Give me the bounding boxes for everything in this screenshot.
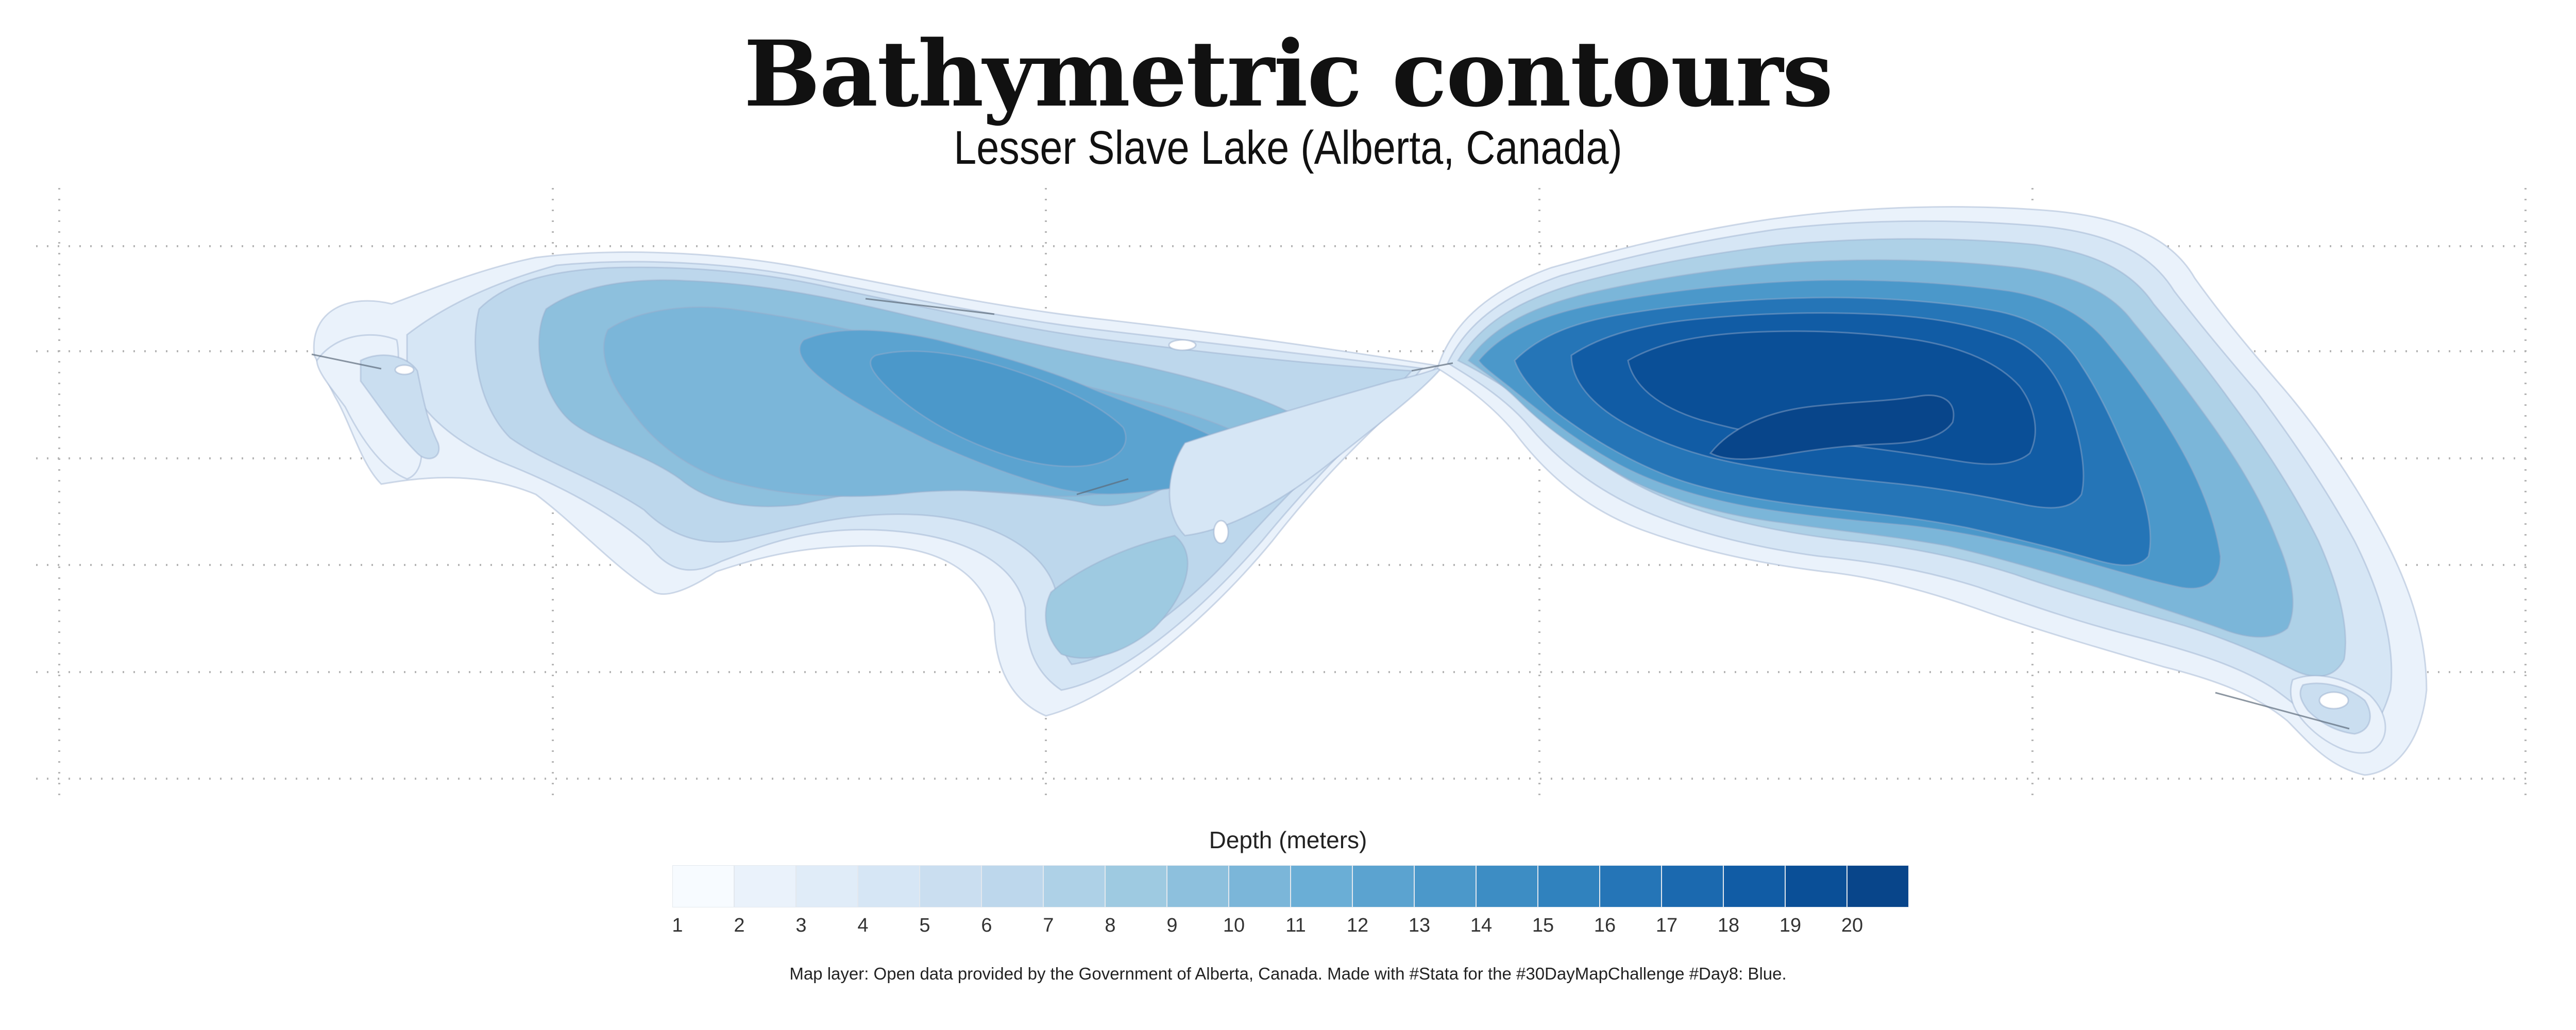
legend-swatch: [1167, 865, 1229, 907]
legend-tick-label: 18: [1717, 915, 1740, 936]
map-subtitle: Lesser Slave Lake (Alberta, Canada): [954, 122, 1622, 174]
legend-tick-label: 4: [857, 915, 869, 936]
legend-tick-label: 9: [1166, 915, 1178, 936]
legend-swatch: [1476, 865, 1538, 907]
legend-tick-label: 6: [981, 915, 992, 936]
legend-swatch: [1291, 865, 1352, 907]
islands-and-shoals: [394, 339, 2349, 710]
legend-tick-label: 19: [1779, 915, 1802, 936]
legend-tick-label: 14: [1470, 915, 1493, 936]
legend-swatch: [1414, 865, 1476, 907]
map-title: Bathymetric contours: [743, 21, 1834, 127]
legend-swatch: [981, 865, 1043, 907]
shoreline-segment: [865, 298, 995, 315]
shoreline-segment: [1411, 362, 1453, 372]
legend-tick-label: 7: [1043, 915, 1054, 936]
legend-tick-label: 16: [1594, 915, 1616, 936]
contour-east-basin-20m: [1709, 394, 1955, 460]
shoreline-details: [311, 298, 2350, 730]
contour-south-arm-8m: [1045, 535, 1189, 659]
legend-tick-label: 8: [1105, 915, 1116, 936]
contour-west-basin-14m: [870, 350, 1127, 468]
legend-swatch: [734, 865, 796, 907]
legend-tick-label: 20: [1841, 915, 1863, 936]
legend-swatch: [1723, 865, 1785, 907]
island: [1213, 520, 1229, 544]
contour-channel-shoal: [1168, 365, 1445, 537]
legend-swatch: [1043, 865, 1105, 907]
shoreline-segment: [1076, 478, 1129, 495]
legend-tick-label: 5: [919, 915, 930, 936]
legend-tick-label: 1: [672, 915, 683, 936]
legend-title: Depth (meters): [1209, 827, 1367, 853]
legend-tick-label: 15: [1532, 915, 1554, 936]
legend-swatch: [1352, 865, 1414, 907]
legend-swatch: [796, 865, 858, 907]
depth-contours: [313, 206, 2428, 776]
legend-tick-label: 2: [734, 915, 745, 936]
depth-legend: 1 2 3 4 5 6 7 8 9 10 11 12 13 14 15 16 17 18 19 20: [672, 865, 1911, 942]
island: [1168, 339, 1197, 351]
legend-swatch: [1105, 865, 1167, 907]
contour-west-lobe-4m: [360, 354, 440, 459]
legend-tick-label: 10: [1223, 915, 1245, 936]
legend-swatch: [1229, 865, 1291, 907]
legend-swatch: [672, 865, 734, 907]
legend-tick-label: 13: [1408, 915, 1431, 936]
legend-swatch: [1785, 865, 1847, 907]
legend-tick-label: 12: [1346, 915, 1369, 936]
legend-swatch: [920, 865, 981, 907]
legend-swatch: [1538, 865, 1600, 907]
legend-swatch: [1600, 865, 1662, 907]
legend-tick-label: 3: [795, 915, 807, 936]
island: [394, 364, 415, 375]
legend-swatch: [1847, 865, 1909, 907]
legend-tick-label: 17: [1655, 915, 1678, 936]
legend-swatch: [858, 865, 920, 907]
bathymetry-map: [36, 188, 2535, 803]
island: [2318, 691, 2349, 710]
legend-swatch: [1662, 865, 1723, 907]
shoreline-segment: [2215, 692, 2350, 730]
map-caption: Map layer: Open data provided by the Gov…: [789, 964, 1787, 983]
shoreline-segment: [311, 353, 382, 370]
legend-tick-label: 11: [1285, 915, 1306, 936]
